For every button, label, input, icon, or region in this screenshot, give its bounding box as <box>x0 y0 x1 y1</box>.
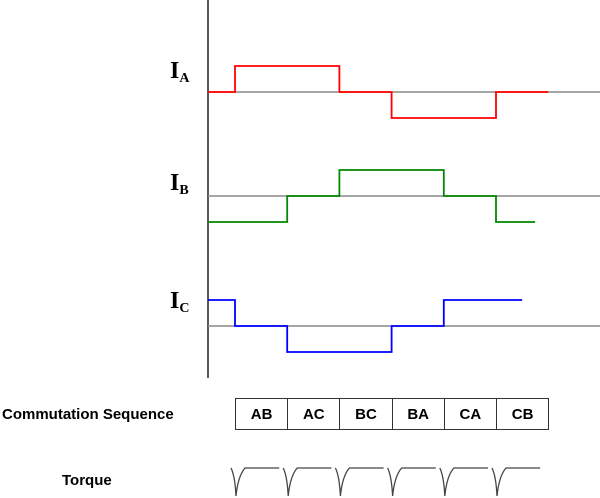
sequence-step: BA <box>391 398 445 430</box>
phase-label-c: IC <box>170 288 190 316</box>
sequence-step: AC <box>287 398 341 430</box>
sequence-label: Commutation Sequence <box>2 406 174 423</box>
torque-ripple <box>491 467 541 497</box>
torque-ripple <box>387 467 436 497</box>
current-waveform-a <box>208 65 549 119</box>
torque-label: Torque <box>62 472 112 489</box>
torque-ripple <box>230 467 280 497</box>
sequence-step: AB <box>235 398 289 430</box>
sequence-step: CA <box>443 398 497 430</box>
torque-ripple <box>334 467 384 497</box>
phase-label-b: IB <box>170 170 189 198</box>
sequence-step: BC <box>339 398 393 430</box>
sequence-step: CB <box>496 398 550 430</box>
current-waveform-c <box>208 299 523 353</box>
phase-label-a: IA <box>170 58 190 86</box>
torque-ripple <box>282 467 332 497</box>
torque-ripple <box>439 467 488 497</box>
current-waveform-b <box>208 169 536 223</box>
